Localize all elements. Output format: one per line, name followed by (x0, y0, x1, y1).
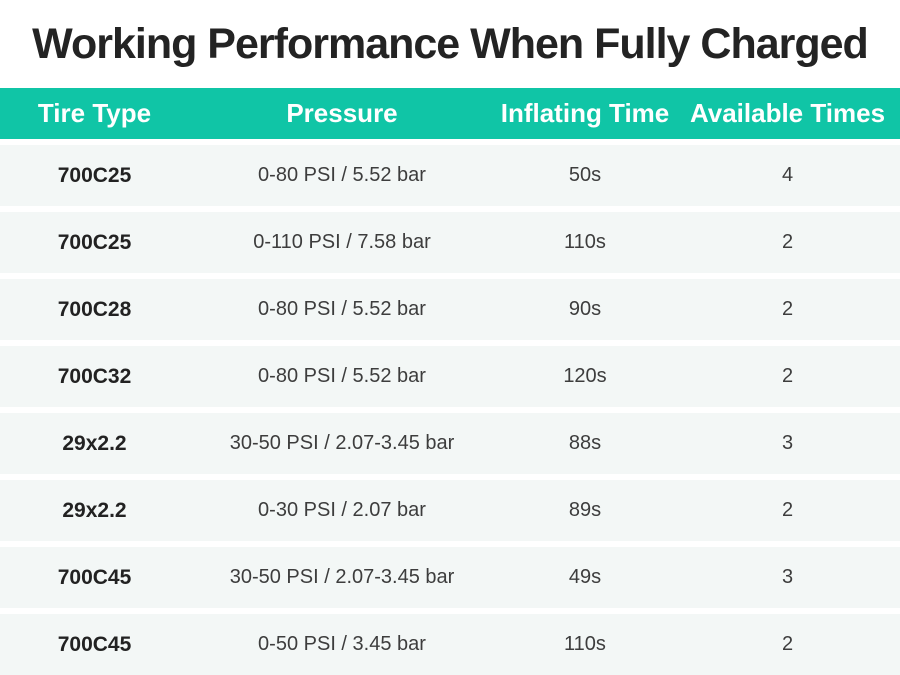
cell-tire-type: 700C25 (57, 163, 132, 187)
table-row: 700C28 0-80 PSI / 5.52 bar 90s 2 (0, 279, 900, 340)
cell-pressure: 0-30 PSI / 2.07 bar (258, 499, 426, 521)
column-header-tire-type: Tire Type (37, 98, 152, 128)
cell-pressure: 0-80 PSI / 5.52 bar (258, 164, 426, 186)
table-row: 700C45 0-50 PSI / 3.45 bar 110s 2 (0, 614, 900, 675)
cell-available-times: 2 (781, 298, 794, 320)
page-title: Working Performance When Fully Charged (32, 19, 869, 68)
cell-available-times: 3 (781, 432, 794, 454)
cell-available-times: 2 (781, 231, 794, 253)
cell-pressure: 0-80 PSI / 5.52 bar (258, 365, 426, 387)
column-header-available-times: Available Times (689, 98, 886, 128)
cell-available-times: 3 (781, 566, 794, 588)
cell-tire-type: 29x2.2 (62, 431, 127, 455)
table-body: 700C25 0-80 PSI / 5.52 bar 50s 4 700C25 0-110… (0, 139, 900, 675)
cell-tire-type: 700C25 (57, 230, 132, 254)
cell-tire-type: 700C32 (57, 364, 132, 388)
cell-inflating-time: 90s (568, 298, 602, 320)
cell-available-times: 4 (781, 164, 794, 186)
table-header-row: Tire Type Pressure Inflating Time Availa… (0, 88, 900, 139)
table-row: 700C25 0-80 PSI / 5.52 bar 50s 4 (0, 145, 900, 206)
cell-tire-type: 700C45 (57, 565, 132, 589)
title-band: Working Performance When Fully Charged (0, 0, 900, 88)
cell-pressure: 30-50 PSI / 2.07-3.45 bar (229, 566, 455, 588)
cell-inflating-time: 50s (568, 164, 602, 186)
column-header-pressure: Pressure (286, 98, 398, 128)
column-header-inflating-time: Inflating Time (500, 98, 670, 128)
table-row: 700C32 0-80 PSI / 5.52 bar 120s 2 (0, 346, 900, 407)
cell-available-times: 2 (781, 365, 794, 387)
cell-pressure: 0-50 PSI / 3.45 bar (258, 633, 426, 655)
table-row: 700C25 0-110 PSI / 7.58 bar 110s 2 (0, 212, 900, 273)
cell-available-times: 2 (781, 499, 794, 521)
table-row: 29x2.2 0-30 PSI / 2.07 bar 89s 2 (0, 480, 900, 541)
cell-inflating-time: 120s (563, 365, 607, 387)
cell-tire-type: 29x2.2 (62, 498, 127, 522)
table-row: 29x2.2 30-50 PSI / 2.07-3.45 bar 88s 3 (0, 413, 900, 474)
cell-inflating-time: 88s (568, 432, 602, 454)
cell-inflating-time: 110s (564, 633, 606, 655)
cell-tire-type: 700C45 (57, 632, 132, 656)
cell-tire-type: 700C28 (57, 297, 132, 321)
cell-available-times: 2 (781, 633, 794, 655)
table-row: 700C45 30-50 PSI / 2.07-3.45 bar 49s 3 (0, 547, 900, 608)
cell-inflating-time: 89s (568, 499, 602, 521)
cell-inflating-time: 110s (564, 231, 606, 253)
cell-pressure: 0-110 PSI / 7.58 bar (253, 231, 431, 253)
cell-pressure: 0-80 PSI / 5.52 bar (258, 298, 426, 320)
cell-inflating-time: 49s (568, 566, 602, 588)
cell-pressure: 30-50 PSI / 2.07-3.45 bar (229, 432, 455, 454)
